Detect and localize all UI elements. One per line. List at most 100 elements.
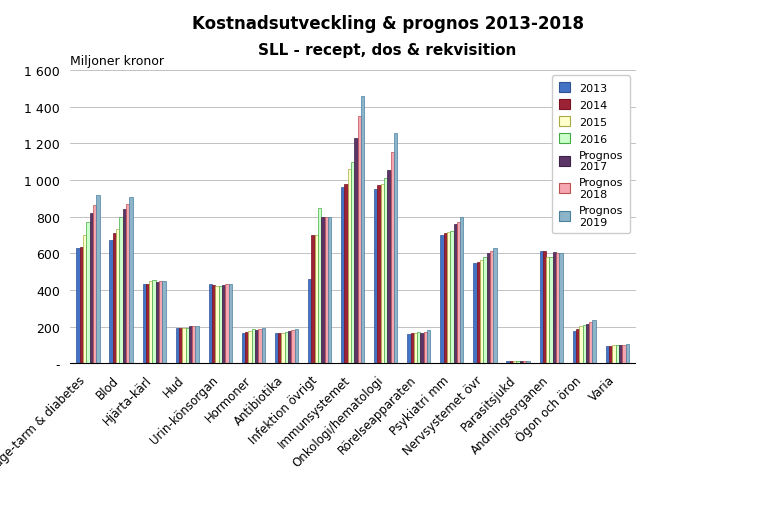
Bar — [546, 258, 549, 364]
Bar — [163, 281, 166, 364]
Bar — [325, 217, 328, 364]
Bar — [258, 330, 262, 364]
Bar — [318, 209, 321, 364]
Bar — [176, 328, 179, 364]
Bar — [520, 362, 523, 364]
Bar — [77, 248, 80, 364]
Bar — [185, 328, 189, 364]
Bar — [493, 248, 497, 364]
Bar — [361, 97, 364, 364]
Bar — [321, 217, 325, 364]
Bar — [456, 223, 460, 364]
Bar — [560, 254, 563, 364]
Bar — [90, 214, 93, 364]
Bar — [510, 362, 513, 364]
Bar — [182, 328, 185, 364]
Bar — [453, 224, 456, 364]
Bar — [354, 138, 357, 364]
Bar — [156, 282, 159, 364]
Bar — [589, 322, 593, 364]
Bar — [421, 333, 424, 364]
Bar — [159, 281, 163, 364]
Legend: 2013, 2014, 2015, 2016, Prognos
2017, Prognos
2018, Prognos
2019: 2013, 2014, 2015, 2016, Prognos 2017, Pr… — [553, 76, 630, 234]
Bar — [507, 362, 510, 364]
Bar — [417, 332, 421, 364]
Bar — [294, 330, 298, 364]
Bar — [490, 251, 493, 364]
Bar — [480, 260, 484, 364]
Bar — [212, 286, 215, 364]
Bar — [143, 285, 146, 364]
Bar — [440, 235, 443, 364]
Bar — [427, 331, 430, 364]
Bar — [513, 362, 516, 364]
Bar — [619, 345, 622, 364]
Bar — [388, 171, 391, 364]
Bar — [593, 321, 596, 364]
Bar — [606, 346, 609, 364]
Bar — [249, 332, 252, 364]
Bar — [281, 333, 284, 364]
Text: Kostnadsutveckling & prognos 2013-2018: Kostnadsutveckling & prognos 2013-2018 — [191, 15, 584, 33]
Bar — [215, 287, 219, 364]
Bar — [245, 332, 249, 364]
Bar — [242, 333, 245, 364]
Bar — [542, 251, 546, 364]
Bar — [222, 286, 226, 364]
Text: Miljoner kronor: Miljoner kronor — [70, 55, 164, 68]
Bar — [80, 247, 83, 364]
Bar — [308, 279, 312, 364]
Bar — [474, 264, 477, 364]
Text: SLL - recept, dos & rekvisition: SLL - recept, dos & rekvisition — [258, 43, 517, 58]
Bar — [411, 333, 414, 364]
Bar — [450, 232, 453, 364]
Bar — [351, 162, 354, 364]
Bar — [288, 332, 291, 364]
Bar — [109, 241, 112, 364]
Bar — [252, 330, 255, 364]
Bar — [291, 331, 294, 364]
Bar — [93, 205, 96, 364]
Bar — [195, 326, 198, 364]
Bar — [609, 346, 612, 364]
Bar — [275, 333, 278, 364]
Bar — [312, 235, 315, 364]
Bar — [622, 345, 625, 364]
Bar — [424, 332, 427, 364]
Bar — [348, 170, 351, 364]
Bar — [255, 331, 258, 364]
Bar — [374, 190, 377, 364]
Bar — [116, 230, 119, 364]
Bar — [460, 217, 463, 364]
Bar — [122, 210, 126, 364]
Bar — [96, 195, 99, 364]
Bar — [229, 285, 232, 364]
Bar — [226, 285, 229, 364]
Bar — [414, 333, 417, 364]
Bar — [516, 362, 520, 364]
Bar — [86, 223, 90, 364]
Bar — [284, 332, 288, 364]
Bar — [341, 188, 344, 364]
Bar — [278, 333, 281, 364]
Bar — [146, 284, 149, 364]
Bar — [443, 234, 447, 364]
Bar — [357, 117, 361, 364]
Bar — [526, 362, 529, 364]
Bar — [523, 362, 526, 364]
Bar — [576, 330, 579, 364]
Bar — [556, 254, 560, 364]
Bar — [484, 258, 487, 364]
Bar — [208, 285, 212, 364]
Bar — [549, 258, 553, 364]
Bar — [579, 326, 583, 364]
Bar — [381, 184, 384, 364]
Bar — [119, 217, 122, 364]
Bar — [477, 263, 480, 364]
Bar — [586, 324, 589, 364]
Bar — [447, 233, 450, 364]
Bar — [573, 332, 576, 364]
Bar — [179, 328, 182, 364]
Bar — [407, 334, 411, 364]
Bar — [615, 345, 619, 364]
